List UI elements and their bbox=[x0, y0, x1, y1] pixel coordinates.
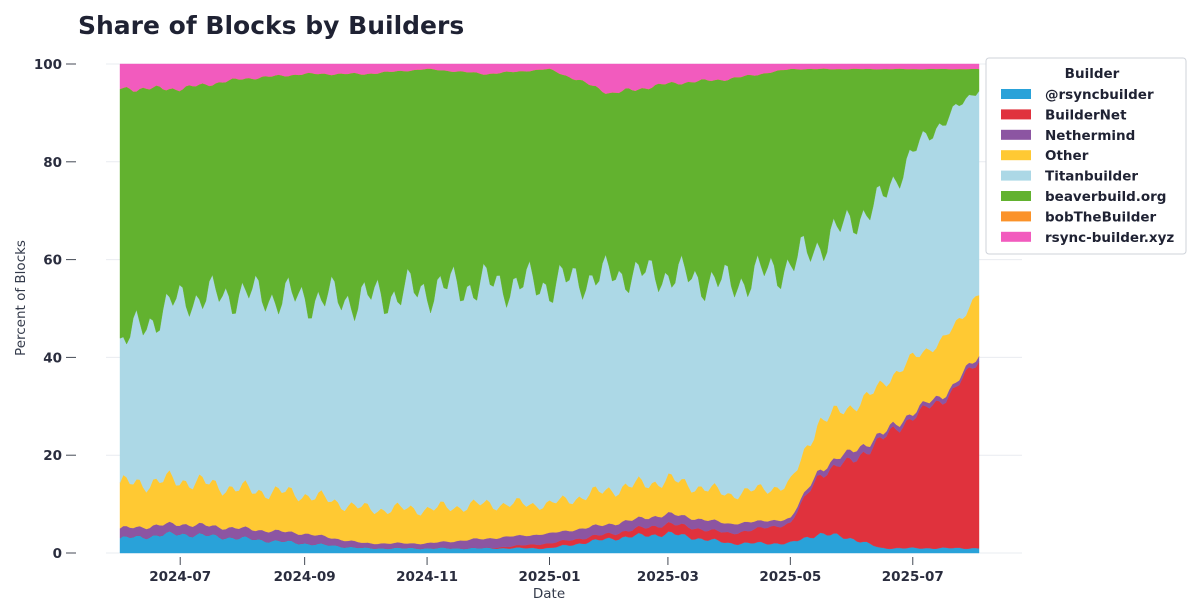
x-tick-label: 2025-01 bbox=[519, 569, 581, 585]
legend-swatch bbox=[1001, 89, 1031, 99]
y-axis: 0 20 40 60 80 100 bbox=[34, 57, 76, 562]
stacked-areas bbox=[119, 63, 980, 554]
legend-swatch bbox=[1001, 109, 1031, 120]
legend-label: @rsyncbuilder bbox=[1045, 87, 1154, 103]
legend-items: @rsyncbuilder BuilderNet Nethermind Other Ti… bbox=[1001, 87, 1174, 246]
y-axis-label: Percent of Blocks bbox=[13, 240, 29, 356]
y-tick-label: 20 bbox=[43, 448, 62, 464]
y-tick-label: 80 bbox=[43, 155, 62, 171]
x-tick-label: 2024-07 bbox=[149, 569, 211, 585]
legend-label: beaverbuild.org bbox=[1045, 189, 1166, 205]
legend-swatch bbox=[1001, 231, 1031, 242]
x-tick-label: 2024-09 bbox=[274, 569, 336, 585]
x-tick-label: 2025-05 bbox=[759, 569, 821, 585]
y-tick-label: 60 bbox=[43, 253, 62, 269]
legend-label: Titanbuilder bbox=[1045, 169, 1138, 185]
x-tick-label: 2024-11 bbox=[396, 569, 458, 585]
x-axis: 2024-07 2024-09 2024-11 2025-01 2025-03 2025-… bbox=[149, 557, 944, 585]
y-tick-label: 40 bbox=[43, 350, 62, 366]
legend-label: BuilderNet bbox=[1045, 107, 1127, 123]
chart-title: Share of Blocks by Builders bbox=[78, 11, 464, 40]
y-tick-label: 0 bbox=[53, 546, 62, 562]
legend: Builder @rsyncbuilder BuilderNet Nethermin… bbox=[985, 57, 1187, 255]
legend-frame bbox=[985, 57, 1187, 255]
legend-swatch bbox=[1001, 170, 1031, 181]
x-axis-label: Date bbox=[533, 586, 565, 602]
x-tick-label: 2025-07 bbox=[882, 569, 944, 585]
legend-label: Nethermind bbox=[1045, 128, 1135, 144]
legend-title: Builder bbox=[1065, 66, 1120, 82]
legend-label: rsync-builder.xyz bbox=[1045, 230, 1174, 246]
legend-swatch bbox=[1001, 211, 1031, 222]
x-tick-label: 2025-03 bbox=[637, 569, 699, 585]
legend-swatch bbox=[1001, 129, 1031, 140]
area-series-7 bbox=[119, 63, 980, 94]
legend-swatch bbox=[1001, 191, 1031, 201]
y-tick-label: 100 bbox=[34, 57, 62, 73]
legend-label: Other bbox=[1045, 148, 1089, 164]
legend-swatch bbox=[1001, 150, 1031, 161]
legend-label: bobTheBuilder bbox=[1045, 209, 1157, 225]
